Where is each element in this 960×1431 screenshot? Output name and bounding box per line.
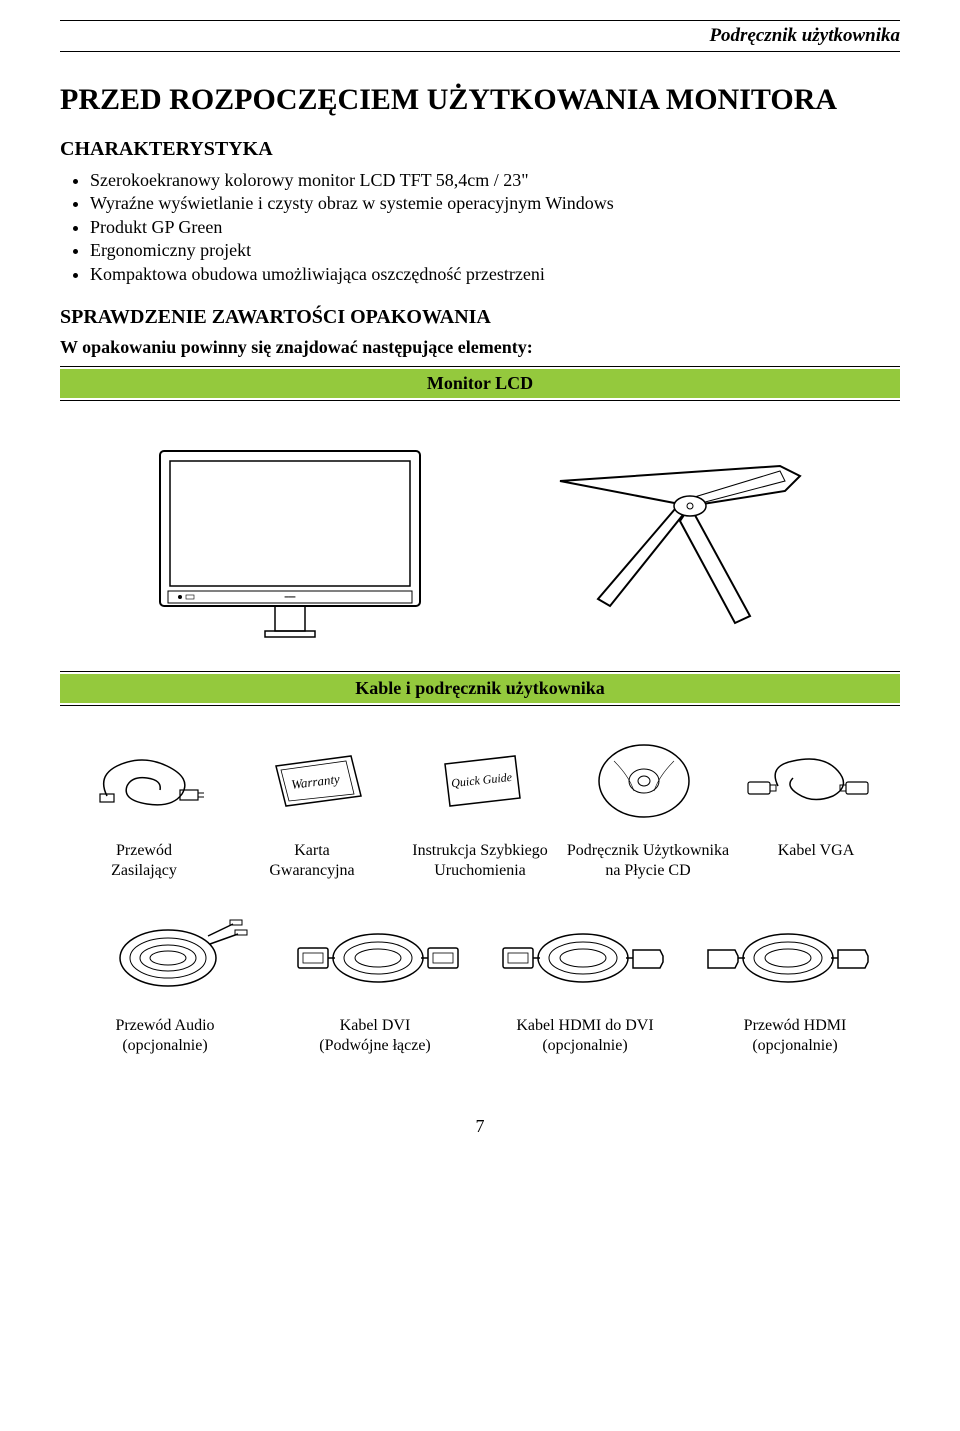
dvi-cable-icon [275,916,480,996]
vga-cable-icon [726,746,890,816]
label-line: Instrukcja Szybkiego [412,842,548,859]
feature-item: Ergonomiczny projekt [90,239,900,262]
feature-item: Produkt GP Green [90,216,900,239]
label-line: (opcjonalnie) [752,1037,837,1054]
section-heading-contents: SPRAWDZENIE ZAWARTOŚCI OPAKOWANIA [60,306,900,329]
label-line: Uruchomienia [434,862,526,879]
section-heading-characteristics: CHARAKTERYSTYKA [60,138,900,161]
label-line: Przewód Audio [115,1017,214,1034]
quick-guide-icon: Quick Guide [398,746,562,816]
label-hdmi: Przewód HDMI (opcjonalnie) [690,1016,900,1056]
page-number: 7 [60,1116,900,1137]
label-hdmi-dvi: Kabel HDMI do DVI (opcjonalnie) [480,1016,690,1056]
label-line: Przewód HDMI [744,1017,847,1034]
audio-cable-icon [70,916,275,996]
cd-icon [562,741,726,821]
running-header: Podręcznik użytkownika [60,23,900,49]
label-warranty: Karta Gwarancyjna [228,841,396,881]
label-line: Kabel DVI [340,1017,411,1034]
green-bar-label: Monitor LCD [60,367,900,400]
feature-item: Szerokoekranowy kolorowy monitor LCD TFT… [90,169,900,192]
svg-text:━━━: ━━━ [284,595,296,601]
monitor-product-row: ━━━ [60,421,900,671]
accessories-row-1: Warranty Quick Guide [60,726,900,841]
feature-list: Szerokoekranowy kolorowy monitor LCD TFT… [60,169,900,286]
hdmi-cable-icon [685,916,890,996]
feature-item: Wyraźne wyświetlanie i czysty obraz w sy… [90,192,900,215]
label-cd: Podręcznik Użytkownika na Płycie CD [564,841,732,881]
contents-intro: W opakowaniu powinny się znajdować nastę… [60,337,900,358]
label-line: Podręcznik Użytkownika [567,842,729,859]
page-title: PRZED ROZPOCZĘCIEM UŻYTKOWANIA MONITORA [60,82,900,118]
label-audio: Przewód Audio (opcjonalnie) [60,1016,270,1056]
label-line: (opcjonalnie) [542,1037,627,1054]
monitor-illustration: ━━━ [150,441,430,641]
label-line: Kabel HDMI do DVI [516,1017,653,1034]
label-quick-guide: Instrukcja Szybkiego Uruchomienia [396,841,564,881]
hdmi-dvi-cable-icon [480,916,685,996]
label-line: Zasilający [111,862,177,879]
label-line: na Płycie CD [605,862,690,879]
accessories-labels-1: Przewód Zasilający Karta Gwarancyjna Ins… [60,841,900,901]
power-cord-icon [70,746,234,816]
accessories-labels-2: Przewód Audio (opcjonalnie) Kabel DVI (P… [60,1016,900,1076]
label-line: Kabel VGA [778,842,855,859]
accessories-row-2 [60,901,900,1016]
label-dvi: Kabel DVI (Podwójne łącze) [270,1016,480,1056]
green-bar-monitor: Monitor LCD [60,366,900,401]
header-rule-bottom [60,51,900,52]
label-line: (opcjonalnie) [122,1037,207,1054]
feature-item: Kompaktowa obudowa umożliwiająca oszczęd… [90,263,900,286]
label-power-cord: Przewód Zasilający [60,841,228,881]
green-bar-cables: Kable i podręcznik użytkownika [60,671,900,706]
label-line: Karta [294,842,330,859]
header-rule-top [60,20,900,21]
label-vga: Kabel VGA [732,841,900,881]
label-line: Przewód [116,842,172,859]
label-line: (Podwójne łącze) [319,1037,431,1054]
label-line: Gwarancyjna [269,862,354,879]
document-page: Podręcznik użytkownika PRZED ROZPOCZĘCIE… [0,0,960,1177]
stand-illustration [550,451,810,631]
green-bar-label: Kable i podręcznik użytkownika [60,672,900,705]
warranty-card-icon: Warranty [234,746,398,816]
